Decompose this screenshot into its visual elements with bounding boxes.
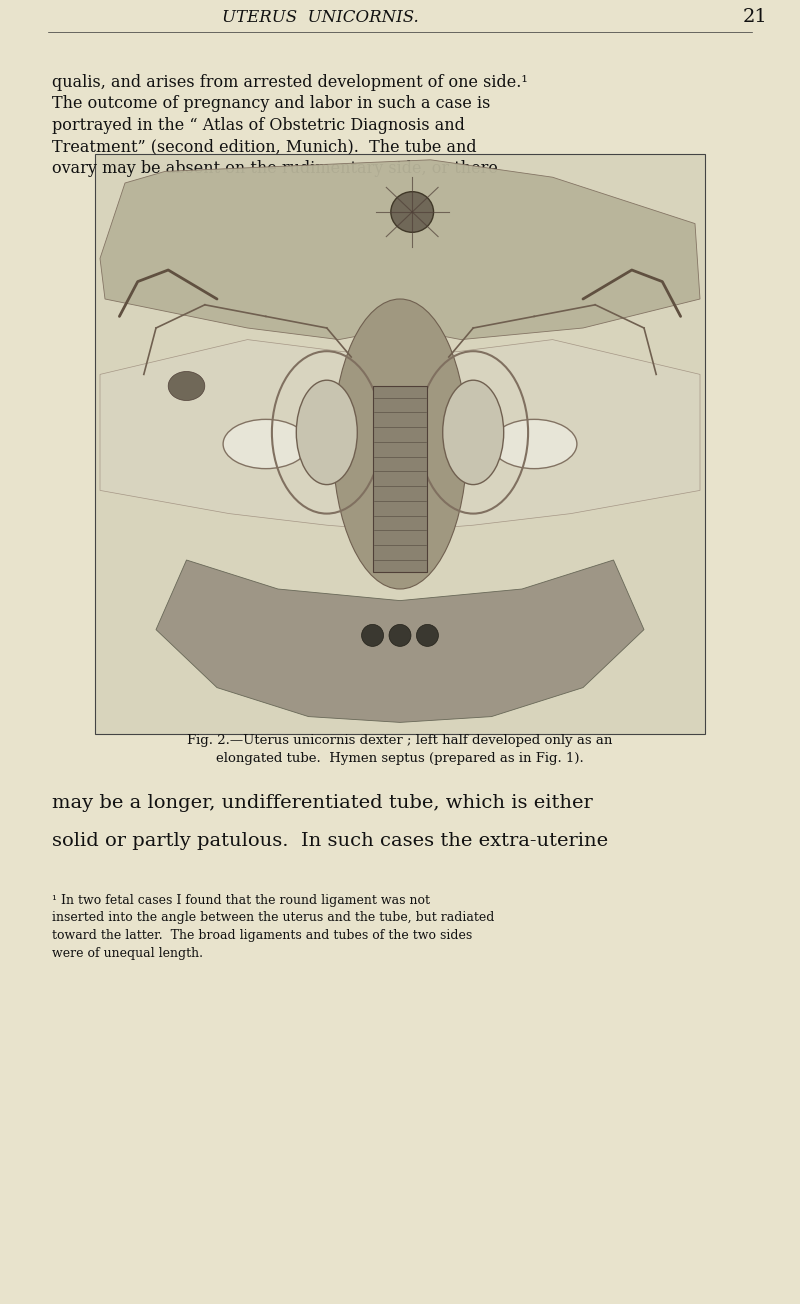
Text: may be a longer, undifferentiated tube, which is either: may be a longer, undifferentiated tube, … (52, 794, 593, 812)
Text: qualis, and arises from arrested development of one side.¹: qualis, and arises from arrested develop… (52, 74, 528, 91)
Ellipse shape (296, 381, 358, 485)
Polygon shape (156, 559, 644, 722)
Text: ovary may be absent on the rudimentary side, or there: ovary may be absent on the rudimentary s… (52, 160, 498, 177)
Bar (373, 386, 427, 571)
Text: UTERUS  UNICORNIS.: UTERUS UNICORNIS. (222, 9, 418, 26)
Text: toward the latter.  The broad ligaments and tubes of the two sides: toward the latter. The broad ligaments a… (52, 928, 472, 941)
Text: solid or partly patulous.  In such cases the extra-uterine: solid or partly patulous. In such cases … (52, 832, 608, 850)
Polygon shape (100, 160, 700, 339)
Ellipse shape (168, 372, 205, 400)
Text: portrayed in the “ Atlas of Obstetric Diagnosis and: portrayed in the “ Atlas of Obstetric Di… (52, 117, 465, 134)
Circle shape (362, 625, 383, 647)
Text: Fig. 2.—Uterus unicornis dexter ; left half developed only as an: Fig. 2.—Uterus unicornis dexter ; left h… (187, 734, 613, 747)
Circle shape (417, 625, 438, 647)
Ellipse shape (442, 381, 504, 485)
Text: inserted into the angle between the uterus and the tube, but radiated: inserted into the angle between the uter… (52, 911, 494, 925)
Circle shape (389, 625, 411, 647)
Text: ¹ In two fetal cases I found that the round ligament was not: ¹ In two fetal cases I found that the ro… (52, 895, 430, 908)
Bar (95, 154, 705, 734)
Text: were of unequal length.: were of unequal length. (52, 947, 203, 960)
Ellipse shape (491, 420, 577, 468)
Ellipse shape (391, 192, 434, 232)
Ellipse shape (333, 299, 467, 589)
Polygon shape (100, 339, 700, 531)
Text: 21: 21 (742, 8, 767, 26)
Text: elongated tube.  Hymen septus (prepared as in Fig. 1).: elongated tube. Hymen septus (prepared a… (216, 752, 584, 765)
Text: Treatment” (second edition, Munich).  The tube and: Treatment” (second edition, Munich). The… (52, 138, 477, 155)
Ellipse shape (223, 420, 309, 468)
Text: The outcome of pregnancy and labor in such a case is: The outcome of pregnancy and labor in su… (52, 95, 490, 112)
